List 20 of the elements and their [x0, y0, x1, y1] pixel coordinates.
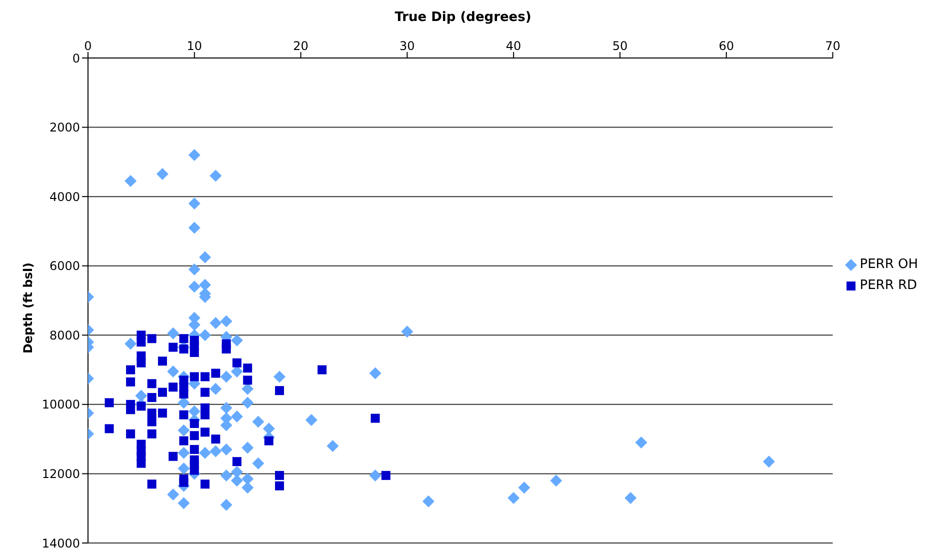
x-tick-label: 20 [293, 39, 308, 53]
legend-label: PERR OH [860, 257, 918, 272]
y-tick-label: 10000 [42, 398, 80, 412]
y-tick-label: 12000 [42, 466, 80, 481]
x-tick-label: 70 [825, 39, 840, 53]
y-axis-title: Depth (ft bsl) [21, 262, 35, 354]
y-tick-label: 14000 [42, 536, 80, 550]
x-tick-label: 0 [84, 39, 92, 53]
y-tick-label: 4000 [49, 190, 80, 204]
y-tick-label: 8000 [49, 328, 80, 342]
x-tick-label: 50 [612, 39, 628, 53]
x-tick-label: 60 [718, 39, 734, 53]
legend-label: PERR RD [860, 278, 918, 293]
y-tick-label: 0 [72, 51, 80, 66]
x-tick-label: 40 [506, 39, 522, 53]
x-tick-label: 30 [400, 39, 415, 53]
y-tick-label: 6000 [49, 259, 80, 274]
x-tick-label: 10 [186, 39, 202, 53]
y-tick-label: 2000 [49, 120, 80, 135]
x-axis-title: True Dip (degrees) [394, 10, 532, 25]
